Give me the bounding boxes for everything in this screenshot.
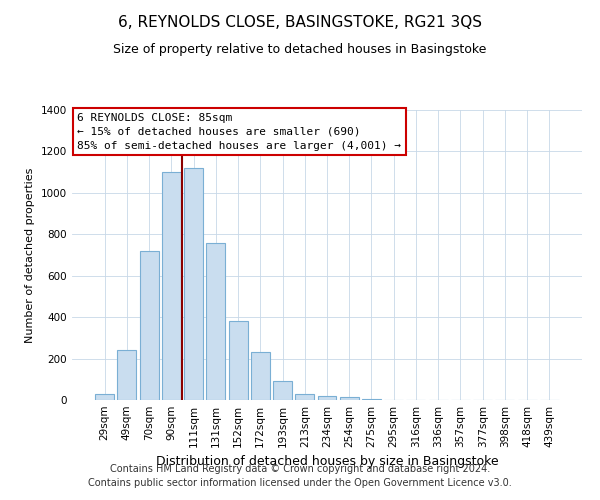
Bar bbox=[251, 352, 270, 400]
Text: Size of property relative to detached houses in Basingstoke: Size of property relative to detached ho… bbox=[113, 42, 487, 56]
Y-axis label: Number of detached properties: Number of detached properties bbox=[25, 168, 35, 342]
Bar bbox=[273, 382, 292, 400]
Bar bbox=[206, 242, 225, 400]
Bar bbox=[118, 350, 136, 400]
Bar bbox=[162, 172, 181, 400]
Bar bbox=[95, 394, 114, 400]
Text: Contains HM Land Registry data © Crown copyright and database right 2024.
Contai: Contains HM Land Registry data © Crown c… bbox=[88, 464, 512, 487]
Bar bbox=[140, 251, 158, 400]
Text: 6, REYNOLDS CLOSE, BASINGSTOKE, RG21 3QS: 6, REYNOLDS CLOSE, BASINGSTOKE, RG21 3QS bbox=[118, 15, 482, 30]
Bar bbox=[229, 322, 248, 400]
X-axis label: Distribution of detached houses by size in Basingstoke: Distribution of detached houses by size … bbox=[155, 456, 499, 468]
Bar bbox=[362, 399, 381, 400]
Bar bbox=[184, 168, 203, 400]
Bar bbox=[295, 394, 314, 400]
Bar bbox=[317, 396, 337, 400]
Text: 6 REYNOLDS CLOSE: 85sqm
← 15% of detached houses are smaller (690)
85% of semi-d: 6 REYNOLDS CLOSE: 85sqm ← 15% of detache… bbox=[77, 113, 401, 151]
Bar bbox=[340, 397, 359, 400]
